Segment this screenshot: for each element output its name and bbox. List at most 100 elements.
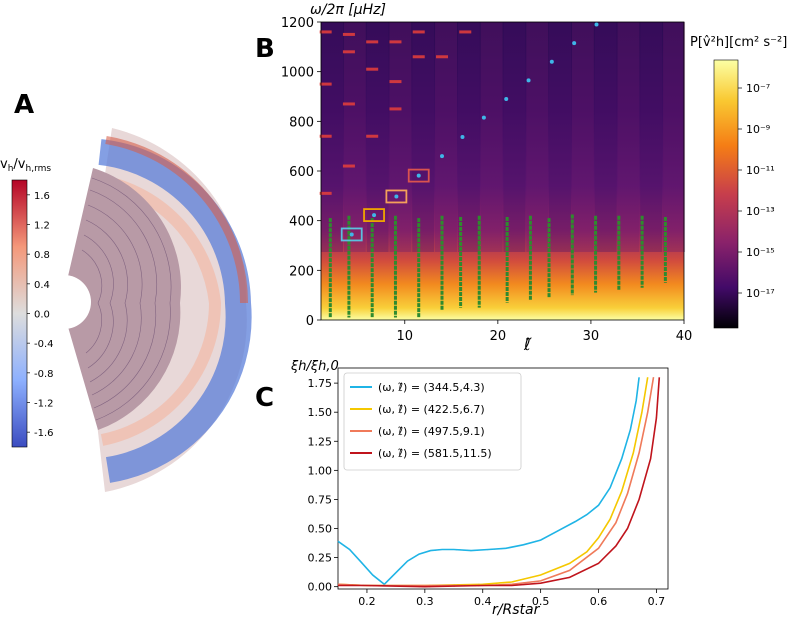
heatmap-x-tick-label: 20 xyxy=(490,329,507,344)
heatmap-red-point xyxy=(459,30,472,34)
heatmap-blue-point xyxy=(549,59,554,64)
heatmap-red-points xyxy=(319,30,472,195)
line-series-3 xyxy=(337,377,655,587)
heatmap-red-point xyxy=(319,134,332,138)
heatmap-blue-point xyxy=(349,232,354,237)
heatmap-y-tick-label: 0 xyxy=(306,314,314,329)
heatmap-x-tick-label: 40 xyxy=(676,329,693,344)
heatmap-highlight-box xyxy=(363,208,385,222)
heatmap-red-point xyxy=(412,30,425,34)
heatmap-stripe xyxy=(663,22,686,252)
line-xlabel: r/Rstar xyxy=(492,602,541,618)
colorbar-b-tick-label: 10⁻⁹ xyxy=(746,123,770,136)
heatmap-stripe xyxy=(503,22,526,252)
heatmap-red-point xyxy=(342,50,355,54)
legend-label: (ω, ℓ̃) = (497.5,9.1) xyxy=(378,425,485,438)
wedge-red-band xyxy=(105,136,249,304)
heatmap-background xyxy=(321,22,684,320)
heatmap-highlight-box xyxy=(340,227,363,242)
line-y-tick-label: 0.00 xyxy=(308,581,333,594)
panel-label-a: A xyxy=(14,90,35,120)
wedge-plot xyxy=(30,128,252,492)
heatmap-red-point xyxy=(342,164,355,168)
line-panel: ξh/ξh,0 0.2 0.3 0.4 0.5 0.6 0.70.000.250.500.… xyxy=(290,359,669,618)
heatmap-stripe xyxy=(480,22,503,252)
colorbar-b-gradient xyxy=(713,59,739,329)
colorbar-a-tick-label: 1.6 xyxy=(34,191,50,202)
line-legend: (ω, ℓ̃) = (344.5,4.3) (ω, ℓ̃) = (422.5,6.… xyxy=(343,372,522,471)
heatmap-ylabel: ω/2π [μHz] xyxy=(310,2,386,18)
heatmap-stripe xyxy=(594,22,617,252)
panel-label-c: C xyxy=(255,383,275,413)
colorbar-b-tick-label: 10⁻¹⁵ xyxy=(746,246,775,259)
colorbar-a-ticks: 1.6 1.2 0.8 0.4 0.0 -0.4 -0.8 -1.2 -1.6 xyxy=(27,191,54,439)
heatmap-stripe xyxy=(457,22,480,252)
panel-label-b: B xyxy=(255,34,275,64)
heatmap-y-tick-label: 1000 xyxy=(281,66,314,81)
wedge-radiative-texture xyxy=(81,177,172,421)
heatmap-blue-point xyxy=(504,96,509,101)
wedge-mask xyxy=(30,270,66,340)
heatmap-red-point xyxy=(366,40,379,44)
colorbar-b-tick-label: 10⁻¹¹ xyxy=(746,164,775,177)
line-x-tick-label: 0.6 xyxy=(590,595,608,608)
colorbar-b-label: P[v̂²h][cm² s⁻²] xyxy=(690,35,787,50)
colorbar-b-ticks: 10⁻⁷ 10⁻⁹ 10⁻¹¹ 10⁻¹³ 10⁻¹⁵ 10⁻¹⁷ xyxy=(738,82,775,300)
colorbar-b: P[v̂²h][cm² s⁻²] 10⁻⁷ 10⁻⁹ 10⁻¹¹ 10⁻¹³ 10⁻¹⁵… xyxy=(690,35,787,329)
heatmap-green-lines xyxy=(328,214,667,318)
colorbar-b-tick-label: 10⁻¹⁷ xyxy=(746,287,775,300)
colorbar-a-tick-label: 0.4 xyxy=(34,280,50,291)
colorbar-a-tick-label: -0.4 xyxy=(34,339,54,350)
heatmap-stripe xyxy=(549,22,572,252)
colorbar-a: vh/vh,rms 1.6 1.2 0.8 0.4 0.0 -0.4 -0.8 -1.2 -1.… xyxy=(0,157,54,448)
colorbar-b-tick-label: 10⁻⁷ xyxy=(746,82,770,95)
heatmap-stripe xyxy=(526,22,549,252)
heatmap-x-tick-label: 30 xyxy=(583,329,600,344)
line-series-1 xyxy=(337,377,640,586)
legend-label: (ω, ℓ̃) = (344.5,4.3) xyxy=(378,381,485,394)
heatmap-blue-points xyxy=(349,22,599,237)
heatmap-stripe xyxy=(571,22,594,252)
colorbar-a-tick-label: -1.2 xyxy=(34,399,54,410)
line-x-tick-label: 0.4 xyxy=(474,595,492,608)
heatmap-blue-point xyxy=(526,78,531,83)
heatmap-blue-point xyxy=(594,22,599,27)
heatmap-red-point xyxy=(319,191,332,195)
line-x-tick-label: 0.5 xyxy=(532,595,550,608)
line-x-tick-label: 0.2 xyxy=(358,595,376,608)
heatmap-y-tick-label: 600 xyxy=(289,165,314,180)
heatmap-red-point xyxy=(436,55,448,59)
colorbar-a-tick-label: -0.8 xyxy=(34,369,54,380)
heatmap-red-point xyxy=(366,134,379,138)
line-ylabel: ξh/ξh,0 xyxy=(290,359,339,374)
heatmap-red-point xyxy=(342,32,355,36)
heatmap-stripe xyxy=(640,22,663,252)
colorbar-b-tick-label: 10⁻¹³ xyxy=(746,205,775,218)
colorbar-a-tick-label: -1.6 xyxy=(34,428,54,439)
line-axes: 0.2 0.3 0.4 0.5 0.6 0.7 0.00 0.25 0.50 0.75 1.00 1.… xyxy=(308,377,666,608)
wedge-mid-band xyxy=(95,174,222,446)
heatmap-red-point xyxy=(412,55,425,59)
legend-label: (ω, ℓ̃) = (422.5,6.7) xyxy=(378,403,485,416)
heatmap-blue-point xyxy=(416,173,421,178)
colorbar-a-tick-label: 0.8 xyxy=(34,250,50,261)
heatmap-red-point xyxy=(342,102,355,106)
heatmap-blue-point xyxy=(572,41,577,46)
heatmap-highlight-boxes xyxy=(340,168,430,242)
heatmap-stripes xyxy=(321,22,686,252)
heatmap-y-tick-label: 400 xyxy=(289,215,314,230)
heatmap-red-point xyxy=(389,40,402,44)
colorbar-a-gradient xyxy=(11,179,28,448)
line-y-tick-label: 1.50 xyxy=(308,406,333,419)
heatmap-highlight-box xyxy=(407,168,430,183)
heatmap-red-point xyxy=(319,30,332,34)
heatmap-red-point xyxy=(389,80,402,84)
heatmap-stripe xyxy=(412,22,435,252)
heatmap-red-point xyxy=(319,82,332,86)
colorbar-a-label: vh/vh,rms xyxy=(0,157,51,174)
line-y-tick-label: 0.75 xyxy=(308,493,333,506)
line-y-tick-label: 1.00 xyxy=(308,464,333,477)
heatmap-xlabel: ℓ̃ xyxy=(523,335,532,354)
